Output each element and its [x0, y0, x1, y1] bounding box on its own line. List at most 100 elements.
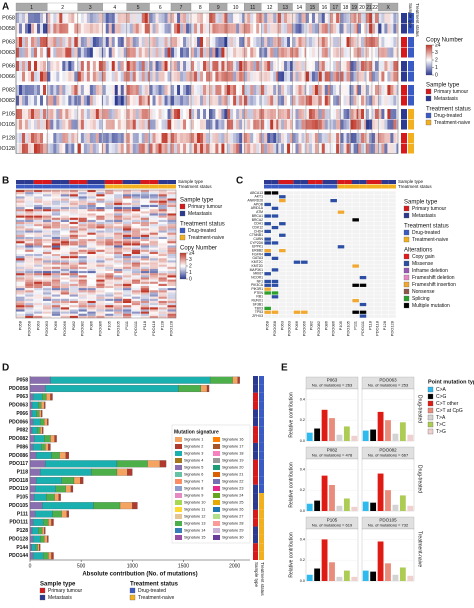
heatmap-cell — [28, 96, 31, 106]
chromosome-label: 16 — [322, 5, 328, 11]
heatmap-cell — [162, 48, 165, 58]
heatmap-cell — [209, 133, 212, 143]
heatmap-cell — [84, 13, 87, 23]
heatmap-cell — [221, 13, 224, 23]
heatmap-cell — [53, 120, 56, 130]
heatmap-cell — [37, 24, 40, 34]
bar-segment — [91, 469, 117, 476]
heatmap-cell — [123, 252, 132, 254]
bar — [322, 539, 328, 581]
heatmap-cell — [123, 309, 132, 311]
heatmap-cell — [105, 190, 114, 192]
bar-segment — [210, 377, 233, 384]
heatmap-cell — [224, 96, 227, 106]
heatmap-cell — [158, 277, 167, 279]
heatmap-cell — [330, 24, 333, 34]
heatmap-cell — [96, 194, 105, 196]
heatmap-cell — [106, 96, 109, 106]
heatmap-cell — [53, 109, 56, 119]
heatmap-cell — [16, 256, 25, 258]
heatmap-cell — [25, 245, 34, 247]
heatmap-cell — [247, 133, 250, 143]
heatmap-cell — [315, 37, 318, 47]
heatmap-cell — [191, 120, 194, 130]
heatmap-cell — [309, 109, 312, 119]
heatmap-cell — [114, 205, 123, 207]
heatmap-cell — [50, 37, 53, 47]
heatmap-cell — [177, 13, 180, 23]
heatmap-cell — [74, 13, 77, 23]
sample-type-bar — [253, 426, 258, 434]
heatmap-cell — [167, 216, 176, 218]
heatmap-cell — [315, 61, 318, 71]
heatmap-cell — [99, 37, 102, 47]
heatmap-cell — [52, 245, 61, 247]
heatmap-cell — [215, 109, 218, 119]
heatmap-cell — [16, 228, 25, 230]
heatmap-cell — [78, 237, 87, 239]
heatmap-cell — [158, 199, 167, 201]
heatmap-cell — [25, 96, 28, 106]
legend-swatch — [175, 444, 182, 449]
heatmap-cell — [158, 316, 167, 318]
heatmap-cell — [96, 260, 105, 262]
heatmap-cell — [174, 13, 177, 23]
heatmap-cell — [22, 109, 25, 119]
sample-label: PDO086 — [9, 453, 28, 459]
heatmap-cell — [221, 72, 224, 82]
heatmap-cell — [140, 252, 149, 254]
heatmap-cell — [158, 192, 167, 194]
heatmap-cell — [309, 37, 312, 47]
legend-swatch — [213, 507, 220, 512]
heatmap-cell — [142, 120, 145, 130]
heatmap-cell — [123, 297, 132, 299]
heatmap-cell — [180, 72, 183, 82]
heatmap-cell — [112, 85, 115, 95]
heatmap-cell — [177, 61, 180, 71]
heatmap-cell — [149, 312, 158, 314]
heatmap-cell — [330, 133, 333, 143]
sample-type-bar — [401, 61, 407, 71]
bar — [370, 503, 376, 511]
heatmap-cell — [336, 48, 339, 58]
sample-type-bar — [401, 24, 407, 34]
y-tick-label: 0.4 — [300, 467, 305, 471]
heatmap-cell — [293, 133, 296, 143]
heatmap-cell — [167, 297, 176, 299]
heatmap-cell — [209, 48, 212, 58]
heatmap-cell — [153, 120, 156, 130]
heatmap-cell — [354, 61, 357, 71]
heatmap-cell — [118, 48, 121, 58]
heatmap-cell — [90, 37, 93, 47]
heatmap-cell — [19, 72, 22, 82]
heatmap-cell — [127, 109, 130, 119]
heatmap-cell — [165, 37, 168, 47]
heatmap-cell — [130, 96, 133, 106]
heatmap-cell — [227, 144, 230, 154]
heatmap-cell — [140, 201, 149, 203]
heatmap-cell — [247, 37, 250, 47]
heatmap-cell — [25, 218, 34, 220]
heatmap-cell — [369, 61, 372, 71]
sample-label: P063 — [279, 320, 284, 330]
sample-type-bar — [96, 180, 105, 184]
heatmap-cell — [132, 297, 141, 299]
heatmap-cell — [43, 286, 52, 288]
heatmap-cell — [167, 299, 176, 301]
legend-label: Metastasis — [48, 595, 72, 601]
heatmap-cell — [25, 303, 34, 305]
heatmap-cell — [186, 48, 189, 58]
heatmap-cell — [123, 284, 132, 286]
heatmap-cell — [69, 284, 78, 286]
heatmap-cell — [25, 48, 28, 58]
heatmap-cell — [381, 96, 384, 106]
heatmap-cell — [78, 250, 87, 252]
heatmap-cell — [372, 120, 375, 130]
heatmap-cell — [387, 120, 390, 130]
heatmap-cell — [87, 37, 90, 47]
heatmap-cell — [16, 120, 19, 130]
heatmap-cell — [149, 277, 158, 279]
heatmap-cell — [149, 267, 158, 269]
heatmap-cell — [139, 13, 142, 23]
heatmap-cell — [132, 231, 141, 233]
